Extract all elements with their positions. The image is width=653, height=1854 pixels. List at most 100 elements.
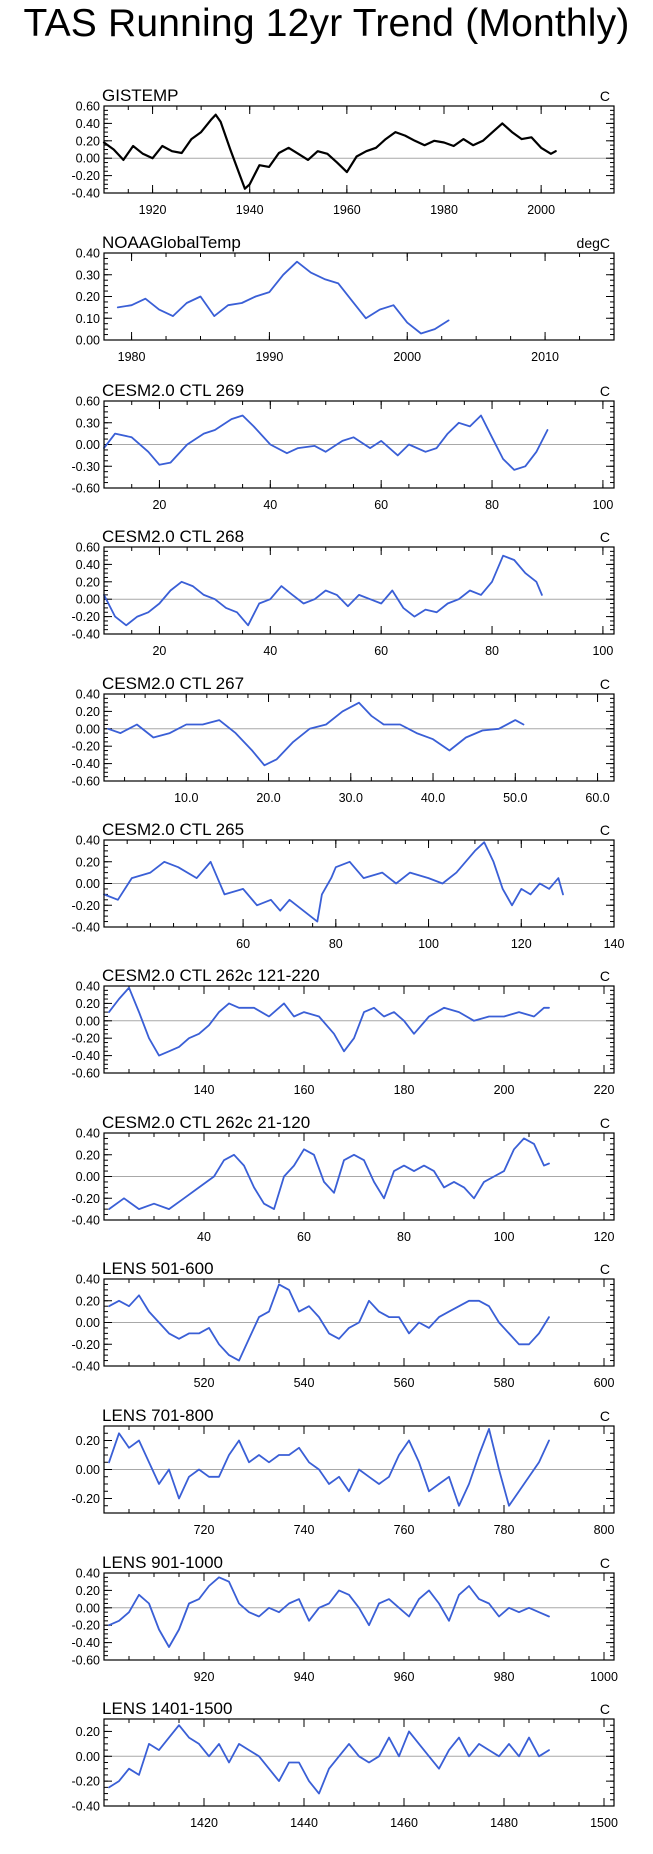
x-tick-label: 50.0 [503,791,527,805]
y-tick-label: -0.20 [72,1032,101,1046]
plot-frame [103,1425,615,1514]
y-tick-label: 0.20 [76,705,100,719]
y-tick-label: 0.00 [76,722,100,736]
panel-9: LENS 501-600 C 0.40 0.20 0.00 -0.20 -0.40 520 54… [72,1259,615,1390]
y-tick-label: 0.00 [76,438,100,452]
panel-title: LENS 501-600 [102,1259,214,1278]
panel-11: LENS 901-1000 C 0.40 0.20 0.00 -0.20 -0.40 -0.6… [72,1553,618,1684]
y-tick-label: 0.40 [76,980,100,994]
series-line [108,1283,550,1362]
panel-unit: C [600,1261,610,1277]
plot-frame [103,1572,615,1661]
figure-title: TAS Running 12yr Trend (Monthly) [23,2,630,45]
panel-unit: C [600,1555,610,1571]
series-line [108,1576,550,1648]
panel-4: CESM2.0 CTL 268 C 0.60 0.40 0.20 0.00 -0.20 -0.… [72,527,615,658]
y-tick-label: 0.20 [76,1294,100,1308]
panel-title: LENS 701-800 [102,1406,214,1425]
y-tick-label: 0.20 [76,1725,100,1739]
x-tick-label: 100 [494,1230,515,1244]
y-tick-label: 0.20 [76,1148,100,1162]
x-tick-label: 940 [294,1670,315,1684]
y-tick-label: 0.40 [76,558,100,572]
x-tick-label: 60 [374,498,388,512]
series-line [108,986,550,1057]
y-tick-label: 0.40 [76,1567,100,1581]
panel-unit: C [600,529,610,545]
y-tick-label: 0.20 [76,134,100,148]
panel-unit: C [600,1408,610,1424]
plot-frame [103,1278,615,1367]
y-tick-label: 0.40 [76,117,100,131]
series-line [107,701,525,767]
x-tick-label: 100 [592,644,613,658]
x-tick-label: 1500 [590,1816,618,1830]
y-tick-label: -0.20 [72,1619,101,1633]
x-tick-label: 80 [485,498,499,512]
x-tick-label: 1940 [236,203,264,217]
x-tick-label: 40.0 [421,791,445,805]
y-tick-label: 0.20 [76,290,100,304]
y-tick-label: -0.20 [72,610,101,624]
x-tick-label: 760 [394,1523,415,1537]
y-tick-label: 0.40 [76,1127,100,1141]
x-tick-label: 60 [297,1230,311,1244]
panel-10: LENS 701-800 C 0.20 0.00 -0.20 720 740 760 780 80… [72,1406,615,1537]
y-tick-label: 0.10 [76,312,100,326]
x-tick-label: 40 [263,498,277,512]
x-tick-label: 40 [197,1230,211,1244]
y-tick-label: 0.00 [76,1170,100,1184]
panel-title: CESM2.0 CTL 262c 121-220 [102,966,320,985]
panel-title: LENS 901-1000 [102,1553,223,1572]
x-tick-label: 560 [394,1376,415,1390]
panel-unit: degC [577,235,610,251]
plot-frame [103,1718,615,1807]
x-tick-label: 2010 [531,350,559,364]
panel-unit: C [600,88,610,104]
x-tick-label: 1000 [590,1670,618,1684]
panel-title: CESM2.0 CTL 269 [102,381,244,400]
x-tick-label: 80 [397,1230,411,1244]
series-line [108,1137,550,1210]
x-tick-label: 140 [194,1083,215,1097]
x-tick-label: 120 [594,1230,615,1244]
y-tick-label: -0.20 [72,1338,101,1352]
y-tick-label: -0.40 [72,1049,101,1063]
y-tick-label: 0.00 [76,1316,100,1330]
x-tick-label: 1420 [190,1816,218,1830]
x-tick-label: 800 [594,1523,615,1537]
panel-2: NOAAGlobalTemp degC 0.40 0.30 0.20 0.10 0.00 19… [76,233,615,364]
series-line [103,554,543,627]
y-tick-label: 0.00 [76,1014,100,1028]
x-tick-label: 980 [494,1670,515,1684]
panel-12: LENS 1401-1500 C 0.20 0.00 -0.20 -0.40 1420 144… [72,1699,618,1830]
y-tick-label: -0.20 [72,169,101,183]
plot-frame [103,252,615,341]
y-tick-label: 0.00 [76,1601,100,1615]
x-tick-label: 1480 [490,1816,518,1830]
panel-title: CESM2.0 CTL 265 [102,820,244,839]
x-tick-label: 600 [594,1376,615,1390]
panel-title: CESM2.0 CTL 262c 21-120 [102,1113,310,1132]
panel-8: CESM2.0 CTL 262c 21-120 C 0.40 0.20 0.00 -0.2… [72,1113,615,1244]
y-tick-label: -0.40 [72,921,101,935]
x-tick-label: 20.0 [256,791,280,805]
y-tick-label: -0.40 [72,1360,101,1374]
x-tick-label: 1980 [118,350,146,364]
panel-unit: C [600,383,610,399]
x-tick-label: 100 [592,498,613,512]
series-line [116,260,450,335]
y-tick-label: -0.40 [72,1214,101,1228]
plot-frame [103,1132,615,1221]
panel-unit: C [600,968,610,984]
y-tick-label: 0.20 [76,1434,100,1448]
x-tick-label: 740 [294,1523,315,1537]
x-tick-label: 2000 [527,203,555,217]
plot-frame [103,400,615,489]
panel-5: CESM2.0 CTL 267 C 0.40 0.20 0.00 -0.20 -0.40 -0… [72,674,615,805]
y-tick-label: -0.40 [72,1800,101,1814]
y-tick-label: -0.20 [72,1775,101,1789]
y-tick-label: -0.40 [72,628,101,642]
x-tick-label: 580 [494,1376,515,1390]
